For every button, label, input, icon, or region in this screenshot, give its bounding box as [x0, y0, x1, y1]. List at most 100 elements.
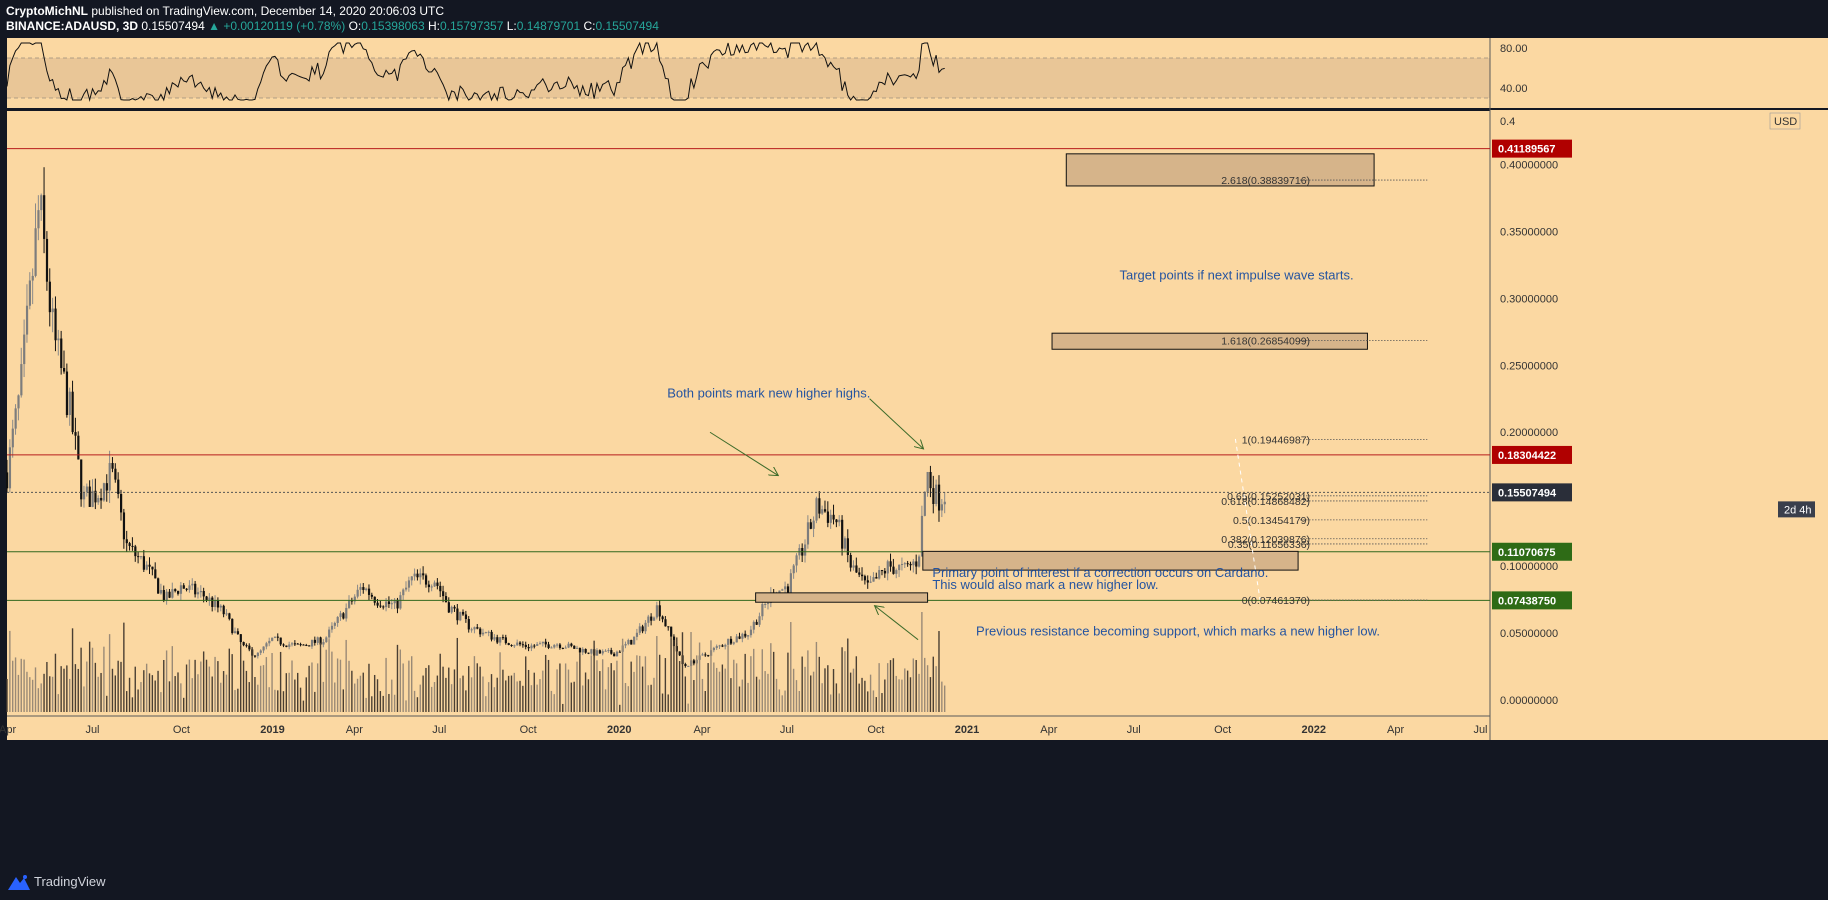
candle-body [861, 574, 864, 577]
candle-body [396, 599, 399, 609]
candle-body [815, 498, 818, 521]
candle-body [607, 650, 610, 652]
candle-body [564, 647, 567, 649]
candle-body [926, 471, 929, 492]
candle-body [852, 565, 855, 568]
candle-body [330, 625, 334, 630]
candle-body [310, 639, 314, 647]
candle-body [80, 459, 83, 500]
candle-body [655, 605, 659, 618]
candle-body [789, 573, 792, 594]
candle-body [8, 447, 12, 489]
candle-body [211, 597, 214, 607]
candle-body [573, 645, 576, 649]
candle-body [538, 643, 542, 645]
candle-body [487, 631, 490, 633]
candle-body [162, 589, 165, 601]
candle-body [687, 665, 690, 667]
candle-body [265, 643, 268, 647]
candle-body [883, 570, 887, 574]
candle-body [590, 649, 593, 654]
candle-body [114, 468, 117, 480]
candle-body [918, 556, 921, 567]
candle-body [402, 589, 405, 596]
candle-body [570, 643, 573, 646]
open-label: O: [348, 19, 362, 33]
rsi-tick-label: 80.00 [1500, 43, 1528, 55]
candle-body [721, 645, 724, 647]
candle-body [584, 648, 587, 653]
price-chart[interactable]: 80.00 40.00 0.40000000 0.35000000 0.30000000… [0, 0, 1828, 866]
candle-body [578, 647, 582, 653]
price-label-bg [1492, 591, 1572, 610]
annotation-arrow [875, 606, 919, 641]
fib-level-label: 0(0.07461370) [1242, 595, 1310, 607]
candle-body [145, 564, 148, 570]
candle-body [513, 645, 516, 647]
candle-body [405, 587, 408, 590]
price-tick-label: 0.10000000 [1500, 561, 1558, 573]
candle-body [399, 595, 402, 609]
candle-body [137, 556, 140, 558]
candle-body [125, 539, 128, 544]
candle-body [464, 614, 468, 620]
candle-body [701, 654, 704, 656]
candle-body [647, 616, 650, 623]
candle-body [373, 596, 376, 603]
time-axis-pane [7, 716, 1490, 740]
candle-body [139, 556, 143, 558]
candle-body [581, 648, 584, 653]
candle-body [427, 584, 431, 588]
close-value: 0.15507494 [595, 19, 659, 33]
fib-level-label: 0.382(0.12039876) [1221, 534, 1310, 546]
candle-body [510, 645, 513, 647]
candle-body [664, 619, 667, 627]
candle-body [804, 544, 807, 556]
candle-body [34, 228, 37, 276]
countdown-bg [1778, 501, 1815, 518]
candle-body [501, 637, 505, 639]
unit-button [1769, 112, 1801, 130]
candle-body [214, 599, 217, 607]
candle-body [601, 651, 604, 654]
candles [6, 167, 946, 668]
candle-body [863, 576, 867, 581]
candle-body [755, 621, 758, 625]
published-text: published on TradingView.com, December 1… [91, 4, 445, 18]
candle-body [735, 636, 738, 643]
candle-body [359, 587, 362, 590]
candle-body [14, 408, 17, 429]
time-tick-label: Oct [520, 724, 537, 736]
candle-body [299, 644, 302, 646]
candle-body [587, 652, 590, 654]
candle-body [159, 589, 163, 594]
tradingview-brand[interactable]: TradingView [34, 874, 106, 889]
candle-body [268, 640, 271, 644]
ohlc-line: BINANCE:ADAUSD, 3D 0.15507494 ▲ +0.00120… [6, 19, 659, 33]
candle-body [77, 435, 80, 460]
candle-body [678, 651, 681, 656]
candle-body [273, 636, 277, 638]
candle-body [886, 561, 889, 574]
chart-annotation: This would also mark a new higher low. [932, 577, 1158, 592]
candle-body [253, 655, 257, 657]
candle-body [558, 644, 562, 648]
candle-body [43, 195, 46, 239]
candle-body [598, 650, 602, 654]
candle-body [236, 631, 240, 635]
symbol-label[interactable]: BINANCE:ADAUSD, 3D [6, 19, 139, 33]
candle-body [829, 514, 832, 523]
candle-body [667, 626, 670, 628]
candle-body [239, 634, 242, 643]
high-value: 0.15797357 [439, 19, 504, 33]
candle-body [638, 626, 641, 633]
candle-body [553, 645, 556, 648]
tradingview-logo-icon[interactable] [8, 874, 30, 890]
candle-body [353, 596, 356, 602]
candle-body [843, 538, 847, 549]
candle-body [108, 463, 111, 491]
candle-body [407, 580, 411, 588]
publisher-name[interactable]: CryptoMichNL [6, 4, 88, 18]
candle-body [479, 628, 482, 635]
candle-body [527, 647, 530, 649]
